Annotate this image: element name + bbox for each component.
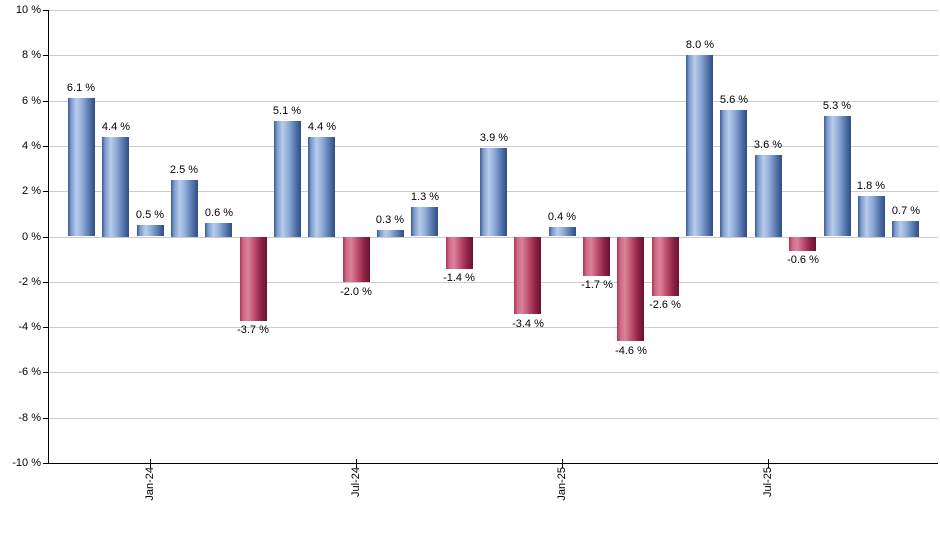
gridline bbox=[48, 282, 938, 283]
positive-return-bar bbox=[102, 137, 129, 237]
bar-value-label: -2.0 % bbox=[340, 286, 372, 298]
gridline bbox=[48, 101, 938, 102]
bar-value-label: 2.5 % bbox=[169, 164, 199, 176]
bar-value-label: 3.6 % bbox=[753, 139, 783, 151]
gridline bbox=[48, 146, 938, 147]
gridline bbox=[48, 327, 938, 328]
gridline bbox=[48, 418, 938, 419]
bar-value-label: 3.9 % bbox=[479, 132, 509, 144]
negative-return-bar bbox=[446, 237, 473, 269]
y-tick-mark bbox=[43, 282, 48, 283]
x-tick-label: Jul-24 bbox=[350, 467, 362, 497]
positive-return-bar bbox=[171, 180, 198, 237]
bar-value-label: -1.7 % bbox=[581, 279, 613, 291]
y-tick-mark bbox=[43, 10, 48, 11]
y-tick-label: -6 % bbox=[18, 366, 41, 378]
bar-value-label: 4.4 % bbox=[101, 121, 131, 133]
positive-return-bar bbox=[892, 221, 919, 237]
x-axis-line bbox=[48, 463, 938, 464]
positive-return-bar bbox=[308, 137, 335, 237]
negative-return-bar bbox=[617, 237, 644, 341]
negative-return-bar bbox=[583, 237, 610, 276]
bar-value-label: 5.6 % bbox=[719, 94, 749, 106]
positive-return-bar bbox=[480, 148, 507, 236]
negative-return-bar bbox=[240, 237, 267, 321]
bar-value-label: -3.4 % bbox=[512, 318, 544, 330]
y-tick-mark bbox=[43, 327, 48, 328]
y-tick-mark bbox=[43, 418, 48, 419]
positive-return-bar bbox=[755, 155, 782, 237]
y-tick-label: 6 % bbox=[22, 95, 41, 107]
positive-return-bar bbox=[824, 116, 851, 236]
positive-return-bar bbox=[686, 55, 713, 236]
bar-value-label: -1.4 % bbox=[443, 272, 475, 284]
x-tick-label: Jul-25 bbox=[762, 467, 774, 497]
negative-return-bar bbox=[514, 237, 541, 314]
x-tick-label: Jan-25 bbox=[556, 467, 568, 501]
positive-return-bar bbox=[411, 207, 438, 236]
bar-value-label: 0.6 % bbox=[204, 207, 234, 219]
y-tick-label: 8 % bbox=[22, 49, 41, 61]
positive-return-bar bbox=[720, 110, 747, 237]
y-tick-mark bbox=[43, 372, 48, 373]
bar-value-label: -2.6 % bbox=[649, 299, 681, 311]
x-tick-mark bbox=[150, 459, 151, 468]
y-tick-mark bbox=[43, 101, 48, 102]
positive-return-bar bbox=[858, 196, 885, 237]
negative-return-bar bbox=[789, 237, 816, 251]
positive-return-bar bbox=[274, 121, 301, 237]
bar-value-label: 0.7 % bbox=[891, 205, 921, 217]
bar-value-label: 4.4 % bbox=[307, 121, 337, 133]
y-tick-label: -4 % bbox=[18, 321, 41, 333]
gridline bbox=[48, 55, 938, 56]
bar-value-label: 8.0 % bbox=[685, 39, 715, 51]
y-tick-label: 4 % bbox=[22, 140, 41, 152]
bar-value-label: 0.3 % bbox=[375, 214, 405, 226]
bar-value-label: 5.3 % bbox=[822, 100, 852, 112]
gridline bbox=[48, 237, 938, 238]
y-tick-label: -2 % bbox=[18, 276, 41, 288]
x-tick-mark bbox=[562, 459, 563, 468]
gridline bbox=[48, 10, 938, 11]
bar-value-label: -0.6 % bbox=[787, 254, 819, 266]
y-tick-label: -8 % bbox=[18, 412, 41, 424]
bar-value-label: 5.1 % bbox=[272, 105, 302, 117]
y-tick-mark bbox=[43, 146, 48, 147]
y-tick-label: -10 % bbox=[12, 457, 41, 469]
y-tick-label: 0 % bbox=[22, 231, 41, 243]
bar-value-label: 1.3 % bbox=[410, 191, 440, 203]
bar-value-label: 6.1 % bbox=[66, 82, 96, 94]
y-tick-mark bbox=[43, 237, 48, 238]
y-tick-mark bbox=[43, 463, 48, 464]
x-tick-mark bbox=[768, 459, 769, 468]
y-tick-label: 10 % bbox=[15, 4, 41, 16]
bar-value-label: 1.8 % bbox=[856, 180, 886, 192]
positive-return-bar bbox=[137, 225, 164, 236]
bar-value-label: 0.4 % bbox=[547, 211, 577, 223]
positive-return-bar bbox=[377, 230, 404, 237]
negative-return-bar bbox=[343, 237, 370, 282]
bar-value-label: 0.5 % bbox=[135, 209, 165, 221]
x-tick-mark bbox=[356, 459, 357, 468]
y-axis-line bbox=[48, 10, 49, 463]
y-tick-label: 2 % bbox=[22, 185, 41, 197]
bar-value-label: -3.7 % bbox=[237, 324, 269, 336]
y-tick-mark bbox=[43, 55, 48, 56]
negative-return-bar bbox=[652, 237, 679, 296]
y-tick-mark bbox=[43, 191, 48, 192]
positive-return-bar bbox=[68, 98, 95, 236]
positive-return-bar bbox=[205, 223, 232, 237]
bar-value-label: -4.6 % bbox=[615, 345, 647, 357]
positive-return-bar bbox=[549, 227, 576, 236]
gridline bbox=[48, 372, 938, 373]
x-tick-label: Jan-24 bbox=[144, 467, 156, 501]
